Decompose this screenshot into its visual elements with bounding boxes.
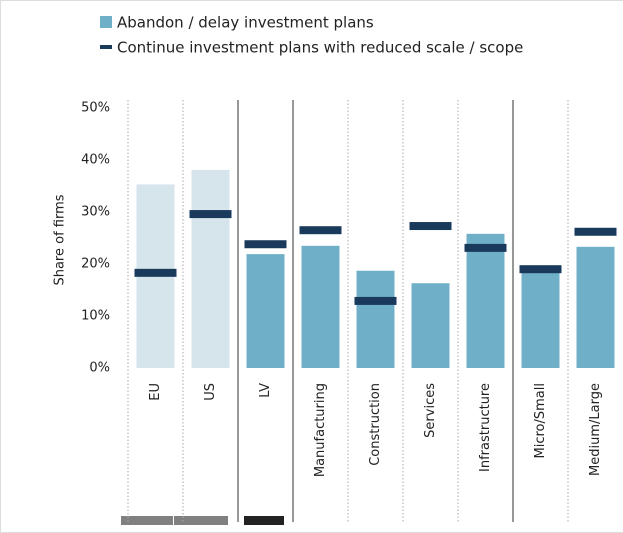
legend-swatch: [100, 45, 112, 49]
group-marker: [244, 516, 284, 525]
bar: [246, 254, 285, 368]
bar: [466, 233, 505, 368]
x-tick-label: EU: [148, 383, 163, 401]
group-marker: [121, 516, 173, 525]
bar: [191, 169, 230, 368]
x-tick-label: Construction: [368, 383, 383, 466]
dash-marker: [409, 222, 452, 231]
legend: Abandon / delay investment plans Continue…: [100, 14, 523, 57]
bar: [301, 245, 340, 368]
dash-marker: [244, 240, 287, 249]
legend-label: Continue investment plans with reduced s…: [117, 39, 523, 57]
y-tick-label: 20%: [81, 257, 110, 272]
bar: [411, 283, 450, 368]
x-tick-label: Services: [423, 383, 438, 438]
dash-marker: [134, 268, 177, 277]
dash-marker: [574, 227, 617, 236]
y-tick-label: 50%: [81, 101, 110, 116]
x-tick-label: Medium/Large: [588, 383, 603, 476]
bar: [356, 270, 395, 368]
y-tick-label: 40%: [81, 153, 110, 168]
bar: [576, 246, 615, 368]
dash-marker: [464, 243, 507, 252]
legend-swatch: [100, 16, 112, 28]
y-tick-label: 10%: [81, 309, 110, 324]
y-tick-label: 0%: [89, 361, 110, 376]
y-tick-label: 30%: [81, 205, 110, 220]
x-tick-label: Micro/Small: [533, 383, 548, 458]
x-tick-label: LV: [258, 383, 273, 398]
dash-marker: [354, 296, 397, 305]
group-marker: [174, 516, 228, 525]
x-tick-label: US: [203, 383, 218, 401]
dash-marker: [519, 265, 562, 274]
legend-label: Abandon / delay investment plans: [117, 14, 374, 32]
dash-marker: [299, 226, 342, 235]
x-tick-label: Manufacturing: [313, 383, 328, 477]
bar: [521, 268, 560, 368]
dash-marker: [189, 210, 232, 219]
x-tick-label: Infrastructure: [478, 383, 493, 472]
y-axis-label: Share of firms: [53, 194, 68, 285]
